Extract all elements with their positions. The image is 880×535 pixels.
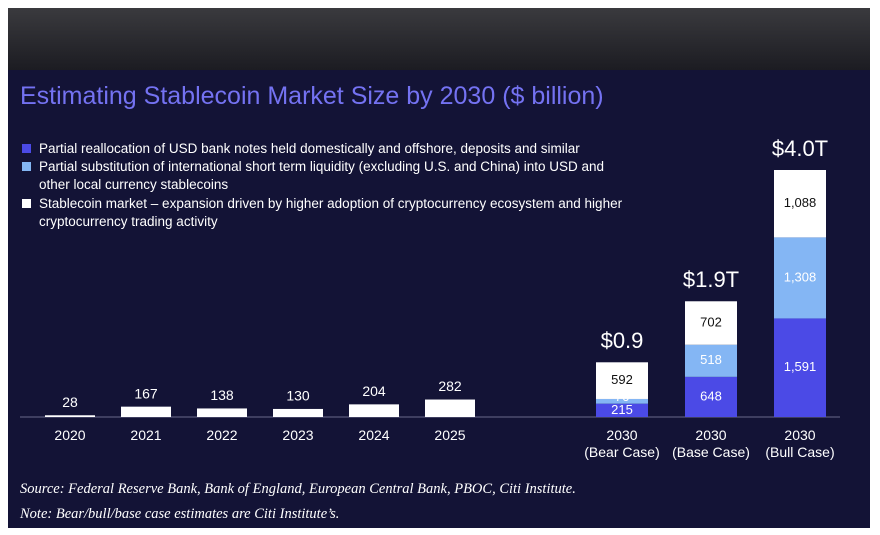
bar-segment [685,376,737,417]
source-note: Source: Federal Reserve Bank, Bank of En… [20,481,576,497]
bar-segment [774,318,826,417]
x-tick-label: 2030 (Bull Case) [765,427,835,460]
value-label: 518 [700,352,722,367]
value-label: 1,308 [784,269,817,284]
panel [8,70,870,528]
bar-segment [197,408,247,417]
bar-segment [121,406,171,417]
value-label: 592 [611,372,633,387]
bar-segment [349,404,399,417]
bar-segment [685,301,737,345]
bar-segment [596,398,648,404]
total-label: $1.9T [683,267,739,292]
value-label: 215 [611,402,633,417]
bar-segment [774,237,826,319]
bar-segment [596,403,648,417]
value-label: 130 [286,388,310,404]
header-band [8,8,870,70]
value-label: 28 [62,394,78,410]
x-tick-label: 2023 [282,427,314,443]
x-tick-label: 2021 [130,427,162,443]
value-label: 1,591 [784,359,817,374]
bar-segment [425,399,475,417]
value-label: 282 [438,378,462,394]
bar-segment [774,170,826,238]
total-label: $4.0T [772,136,828,161]
chart-title: Estimating Stablecoin Market Size by 203… [20,82,604,110]
total-label: $0.9 [601,328,644,353]
x-tick-label: 2030 (Bear Case) [584,427,660,460]
bar-segment [273,408,323,417]
x-tick-label: 2024 [358,427,390,443]
legend: Partial reallocation of USD bank notes h… [20,140,630,231]
x-tick-label: 2025 [434,427,466,443]
legend-swatch [22,144,31,153]
legend-label: Partial substitution of international sh… [39,159,605,192]
bar-segment [45,415,95,417]
value-label: 138 [210,387,234,403]
bar-segment [685,344,737,377]
note: Note: Bear/bull/base case estimates are … [20,506,340,522]
value-label: 167 [134,385,158,401]
legend-swatch [22,162,31,171]
x-tick-label: 2022 [206,427,238,443]
bar-segment [596,362,648,399]
value-label: 204 [362,383,386,399]
legend-item: Partial substitution of international sh… [20,158,630,194]
legend-item: Stablecoin market – expansion driven by … [20,195,630,231]
value-label: 702 [700,314,722,329]
value-label: 1,088 [784,195,817,210]
x-tick-label: 2030 (Base Case) [672,427,750,460]
legend-label: Partial reallocation of USD bank notes h… [39,141,580,156]
value-label: 648 [700,388,722,403]
legend-swatch [22,199,31,208]
legend-label: Stablecoin market – expansion driven by … [39,196,623,229]
legend-item: Partial reallocation of USD bank notes h… [20,140,630,158]
x-tick-label: 2020 [54,427,86,443]
